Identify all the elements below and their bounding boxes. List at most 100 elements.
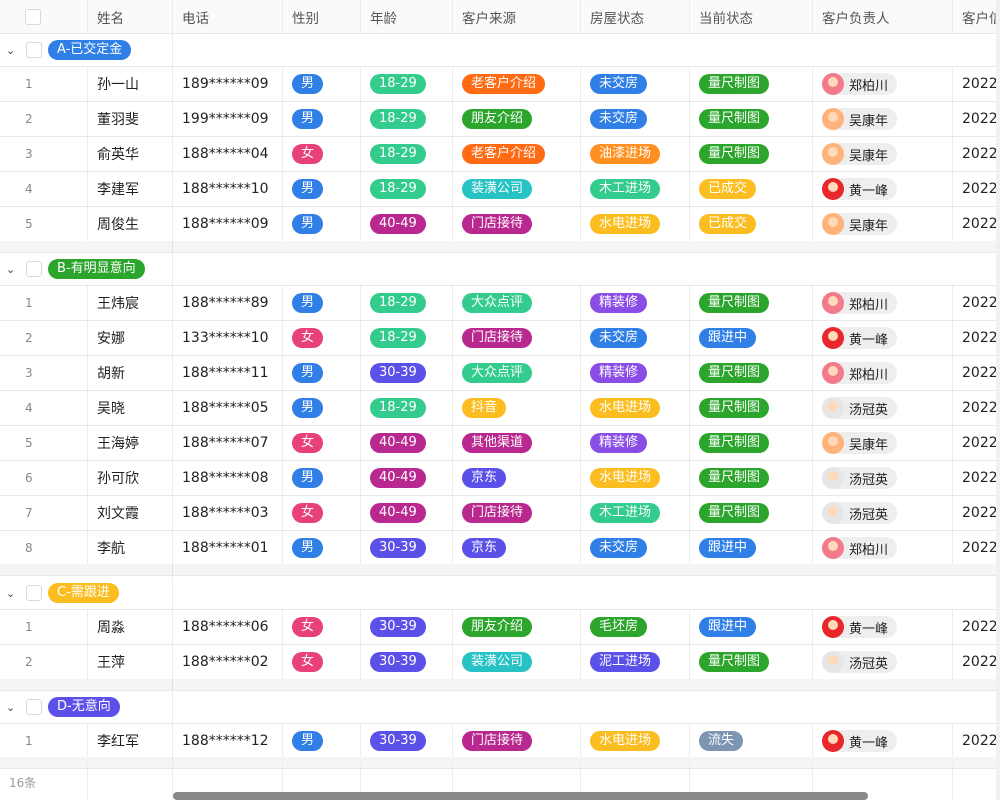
cell-date[interactable]: 2022 — [962, 654, 998, 670]
cell-row-number[interactable]: 7 — [0, 496, 88, 530]
cell-row-number[interactable]: 8 — [0, 531, 88, 565]
cell-gender[interactable]: 女 — [283, 321, 361, 355]
cell-house-status[interactable]: 水电进场 — [581, 391, 690, 425]
table-row[interactable]: 1 王炜宸 188******89 男 18-29 大众点评 精装修 量尺制图 郑柏川 2022 — [0, 286, 1000, 321]
cell-gender[interactable]: 女 — [283, 610, 361, 644]
cell-house-status[interactable]: 泥工进场 — [581, 645, 690, 679]
cell-owner[interactable]: 吴康年 — [813, 102, 953, 136]
cell-source[interactable]: 朋友介绍 — [453, 610, 581, 644]
cell-phone[interactable]: 188******09 — [173, 207, 283, 241]
cell-gender[interactable]: 男 — [283, 531, 361, 565]
cell-age[interactable]: 40-49 — [361, 426, 453, 460]
cell-house-status[interactable]: 毛坯房 — [581, 610, 690, 644]
cell-name[interactable]: 孙可欣 — [88, 461, 173, 495]
cell-owner[interactable]: 黄一峰 — [813, 172, 953, 206]
cell-current-status[interactable]: 已成交 — [690, 207, 813, 241]
cell-age[interactable]: 30-39 — [361, 645, 453, 679]
cell-gender[interactable]: 女 — [283, 645, 361, 679]
cell-name[interactable]: 李建军 — [88, 172, 173, 206]
cell-date[interactable]: 2022 — [962, 505, 998, 521]
cell-owner[interactable]: 吴康年 — [813, 137, 953, 171]
cell-date[interactable]: 2022 — [962, 619, 998, 635]
cell-row-number[interactable]: 2 — [0, 102, 88, 136]
cell-gender[interactable]: 女 — [283, 426, 361, 460]
cell-age[interactable]: 18-29 — [361, 286, 453, 320]
cell-current-status[interactable]: 量尺制图 — [690, 67, 813, 101]
group-checkbox[interactable] — [26, 261, 42, 277]
cell-house-status[interactable]: 精装修 — [581, 286, 690, 320]
table-row[interactable]: 2 董羽斐 199******09 男 18-29 朋友介绍 未交房 量尺制图 吴康年 2022 — [0, 102, 1000, 137]
cell-age[interactable]: 18-29 — [361, 102, 453, 136]
table-row[interactable]: 3 俞英华 188******04 女 18-29 老客户介绍 油漆进场 量尺制图 吴康年 202… — [0, 137, 1000, 172]
cell-gender[interactable]: 男 — [283, 172, 361, 206]
column-header-current-status[interactable]: 当前状态 — [690, 0, 813, 33]
vertical-scrollbar-track[interactable] — [996, 0, 1000, 800]
cell-phone[interactable]: 188******03 — [173, 496, 283, 530]
cell-phone[interactable]: 188******10 — [173, 172, 283, 206]
table-row[interactable]: 5 王海婷 188******07 女 40-49 其他渠道 精装修 量尺制图 吴康年 2022 — [0, 426, 1000, 461]
cell-house-status[interactable]: 水电进场 — [581, 461, 690, 495]
cell-row-number[interactable]: 1 — [0, 724, 88, 758]
column-header-phone[interactable]: 电话 — [173, 0, 283, 33]
table-row[interactable]: 2 王萍 188******02 女 30-39 装潢公司 泥工进场 量尺制图 汤冠英 2022 — [0, 645, 1000, 680]
cell-date[interactable]: 2022 — [962, 733, 998, 749]
cell-row-number[interactable]: 4 — [0, 172, 88, 206]
cell-current-status[interactable]: 量尺制图 — [690, 286, 813, 320]
cell-current-status[interactable]: 量尺制图 — [690, 391, 813, 425]
cell-gender[interactable]: 男 — [283, 102, 361, 136]
cell-source[interactable]: 抖音 — [453, 391, 581, 425]
table-row[interactable]: 8 李航 188******01 男 30-39 京东 未交房 跟进中 郑柏川 2022 — [0, 531, 1000, 566]
cell-name[interactable]: 吴晓 — [88, 391, 173, 425]
column-header-owner[interactable]: 客户负责人 — [813, 0, 953, 33]
cell-owner[interactable]: 郑柏川 — [813, 286, 953, 320]
cell-owner[interactable]: 郑柏川 — [813, 356, 953, 390]
cell-date[interactable]: 2022 — [962, 365, 998, 381]
table-row[interactable]: 3 胡新 188******11 男 30-39 大众点评 精装修 量尺制图 郑柏川 2022 — [0, 356, 1000, 391]
cell-owner[interactable]: 郑柏川 — [813, 531, 953, 565]
cell-phone[interactable]: 189******09 — [173, 67, 283, 101]
cell-source[interactable]: 老客户介绍 — [453, 137, 581, 171]
cell-gender[interactable]: 男 — [283, 461, 361, 495]
cell-house-status[interactable]: 木工进场 — [581, 496, 690, 530]
cell-date[interactable]: 2022 — [962, 400, 998, 416]
cell-gender[interactable]: 男 — [283, 356, 361, 390]
cell-owner[interactable]: 汤冠英 — [813, 645, 953, 679]
cell-date[interactable]: 2022 — [962, 146, 998, 162]
cell-date[interactable]: 2022 — [962, 181, 998, 197]
column-header-gender[interactable]: 性别 — [283, 0, 361, 33]
cell-name[interactable]: 王海婷 — [88, 426, 173, 460]
cell-age[interactable]: 18-29 — [361, 172, 453, 206]
horizontal-scrollbar[interactable] — [173, 792, 868, 800]
table-row[interactable]: 2 安娜 133******10 女 18-29 门店接待 未交房 跟进中 黄一峰 2022 — [0, 321, 1000, 356]
cell-house-status[interactable]: 精装修 — [581, 356, 690, 390]
cell-phone[interactable]: 188******01 — [173, 531, 283, 565]
cell-owner[interactable]: 吴康年 — [813, 426, 953, 460]
cell-source[interactable]: 装潢公司 — [453, 172, 581, 206]
cell-name[interactable]: 董羽斐 — [88, 102, 173, 136]
chevron-down-icon[interactable]: ⌄ — [6, 43, 16, 57]
cell-date[interactable]: 2022 — [962, 435, 998, 451]
cell-house-status[interactable]: 未交房 — [581, 67, 690, 101]
cell-row-number[interactable]: 5 — [0, 207, 88, 241]
cell-age[interactable]: 40-49 — [361, 461, 453, 495]
cell-source[interactable]: 其他渠道 — [453, 426, 581, 460]
cell-name[interactable]: 刘文霞 — [88, 496, 173, 530]
cell-source[interactable]: 门店接待 — [453, 321, 581, 355]
table-row[interactable]: 4 李建军 188******10 男 18-29 装潢公司 木工进场 已成交 黄一峰 2022 — [0, 172, 1000, 207]
cell-phone[interactable]: 133******10 — [173, 321, 283, 355]
table-row[interactable]: 7 刘文霞 188******03 女 40-49 门店接待 木工进场 量尺制图 汤冠英 2022 — [0, 496, 1000, 531]
cell-house-status[interactable]: 未交房 — [581, 321, 690, 355]
cell-age[interactable]: 18-29 — [361, 67, 453, 101]
cell-owner[interactable]: 汤冠英 — [813, 391, 953, 425]
cell-gender[interactable]: 女 — [283, 496, 361, 530]
cell-current-status[interactable]: 跟进中 — [690, 610, 813, 644]
cell-current-status[interactable]: 量尺制图 — [690, 645, 813, 679]
cell-row-number[interactable]: 1 — [0, 286, 88, 320]
cell-name[interactable]: 李航 — [88, 531, 173, 565]
cell-age[interactable]: 18-29 — [361, 321, 453, 355]
cell-house-status[interactable]: 水电进场 — [581, 724, 690, 758]
cell-name[interactable]: 孙一山 — [88, 67, 173, 101]
cell-house-status[interactable]: 未交房 — [581, 102, 690, 136]
cell-row-number[interactable]: 6 — [0, 461, 88, 495]
table-row[interactable]: 1 孙一山 189******09 男 18-29 老客户介绍 未交房 量尺制图 郑柏川 2022 — [0, 67, 1000, 102]
